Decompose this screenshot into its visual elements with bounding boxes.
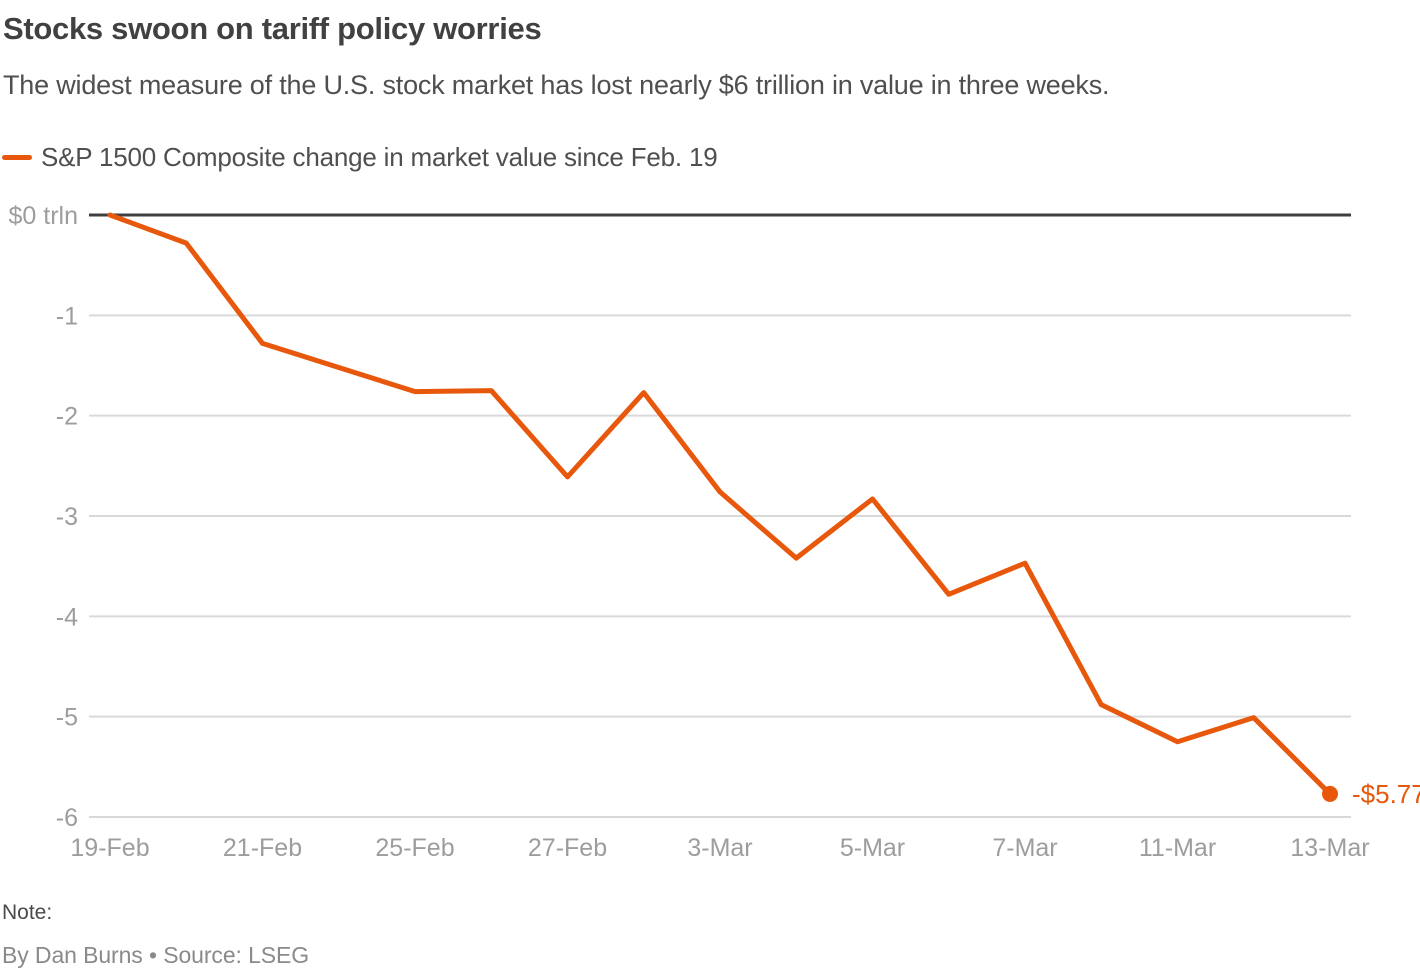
end-point-dot [1322,785,1338,802]
y-tick-label: -2 [56,403,78,431]
x-tick-label: 19-Feb [70,834,149,862]
note-label: Note: [2,901,53,924]
x-tick-label: 7-Mar [992,834,1057,862]
byline-source: By Dan Burns • Source: LSEG [2,942,310,968]
x-tick-label: 25-Feb [375,834,454,862]
x-tick-label: 27-Feb [528,834,607,862]
chart-subtitle: The widest measure of the U.S. stock mar… [3,70,1110,100]
end-value-label: -$5.77 [1352,779,1420,809]
x-tick-label: 21-Feb [223,834,302,862]
chart-legend: S&P 1500 Composite change in market valu… [2,142,718,173]
y-tick-label: $0 trln [9,202,78,230]
x-tick-label: 13-Mar [1290,834,1369,862]
y-tick-label: -3 [56,503,78,531]
x-tick-label: 3-Mar [687,834,752,862]
y-tick-label: -4 [56,603,78,631]
y-tick-label: -1 [56,302,78,330]
chart-title: Stocks swoon on tariff policy worries [3,11,542,46]
legend-series-label: S&P 1500 Composite change in market valu… [41,142,718,172]
x-tick-label: 5-Mar [840,834,905,862]
y-tick-label: -6 [56,804,78,832]
x-tick-label: 11-Mar [1139,834,1216,862]
series-line [107,212,1333,797]
y-tick-label: -5 [56,704,78,732]
legend-line-swatch-icon [2,155,32,160]
